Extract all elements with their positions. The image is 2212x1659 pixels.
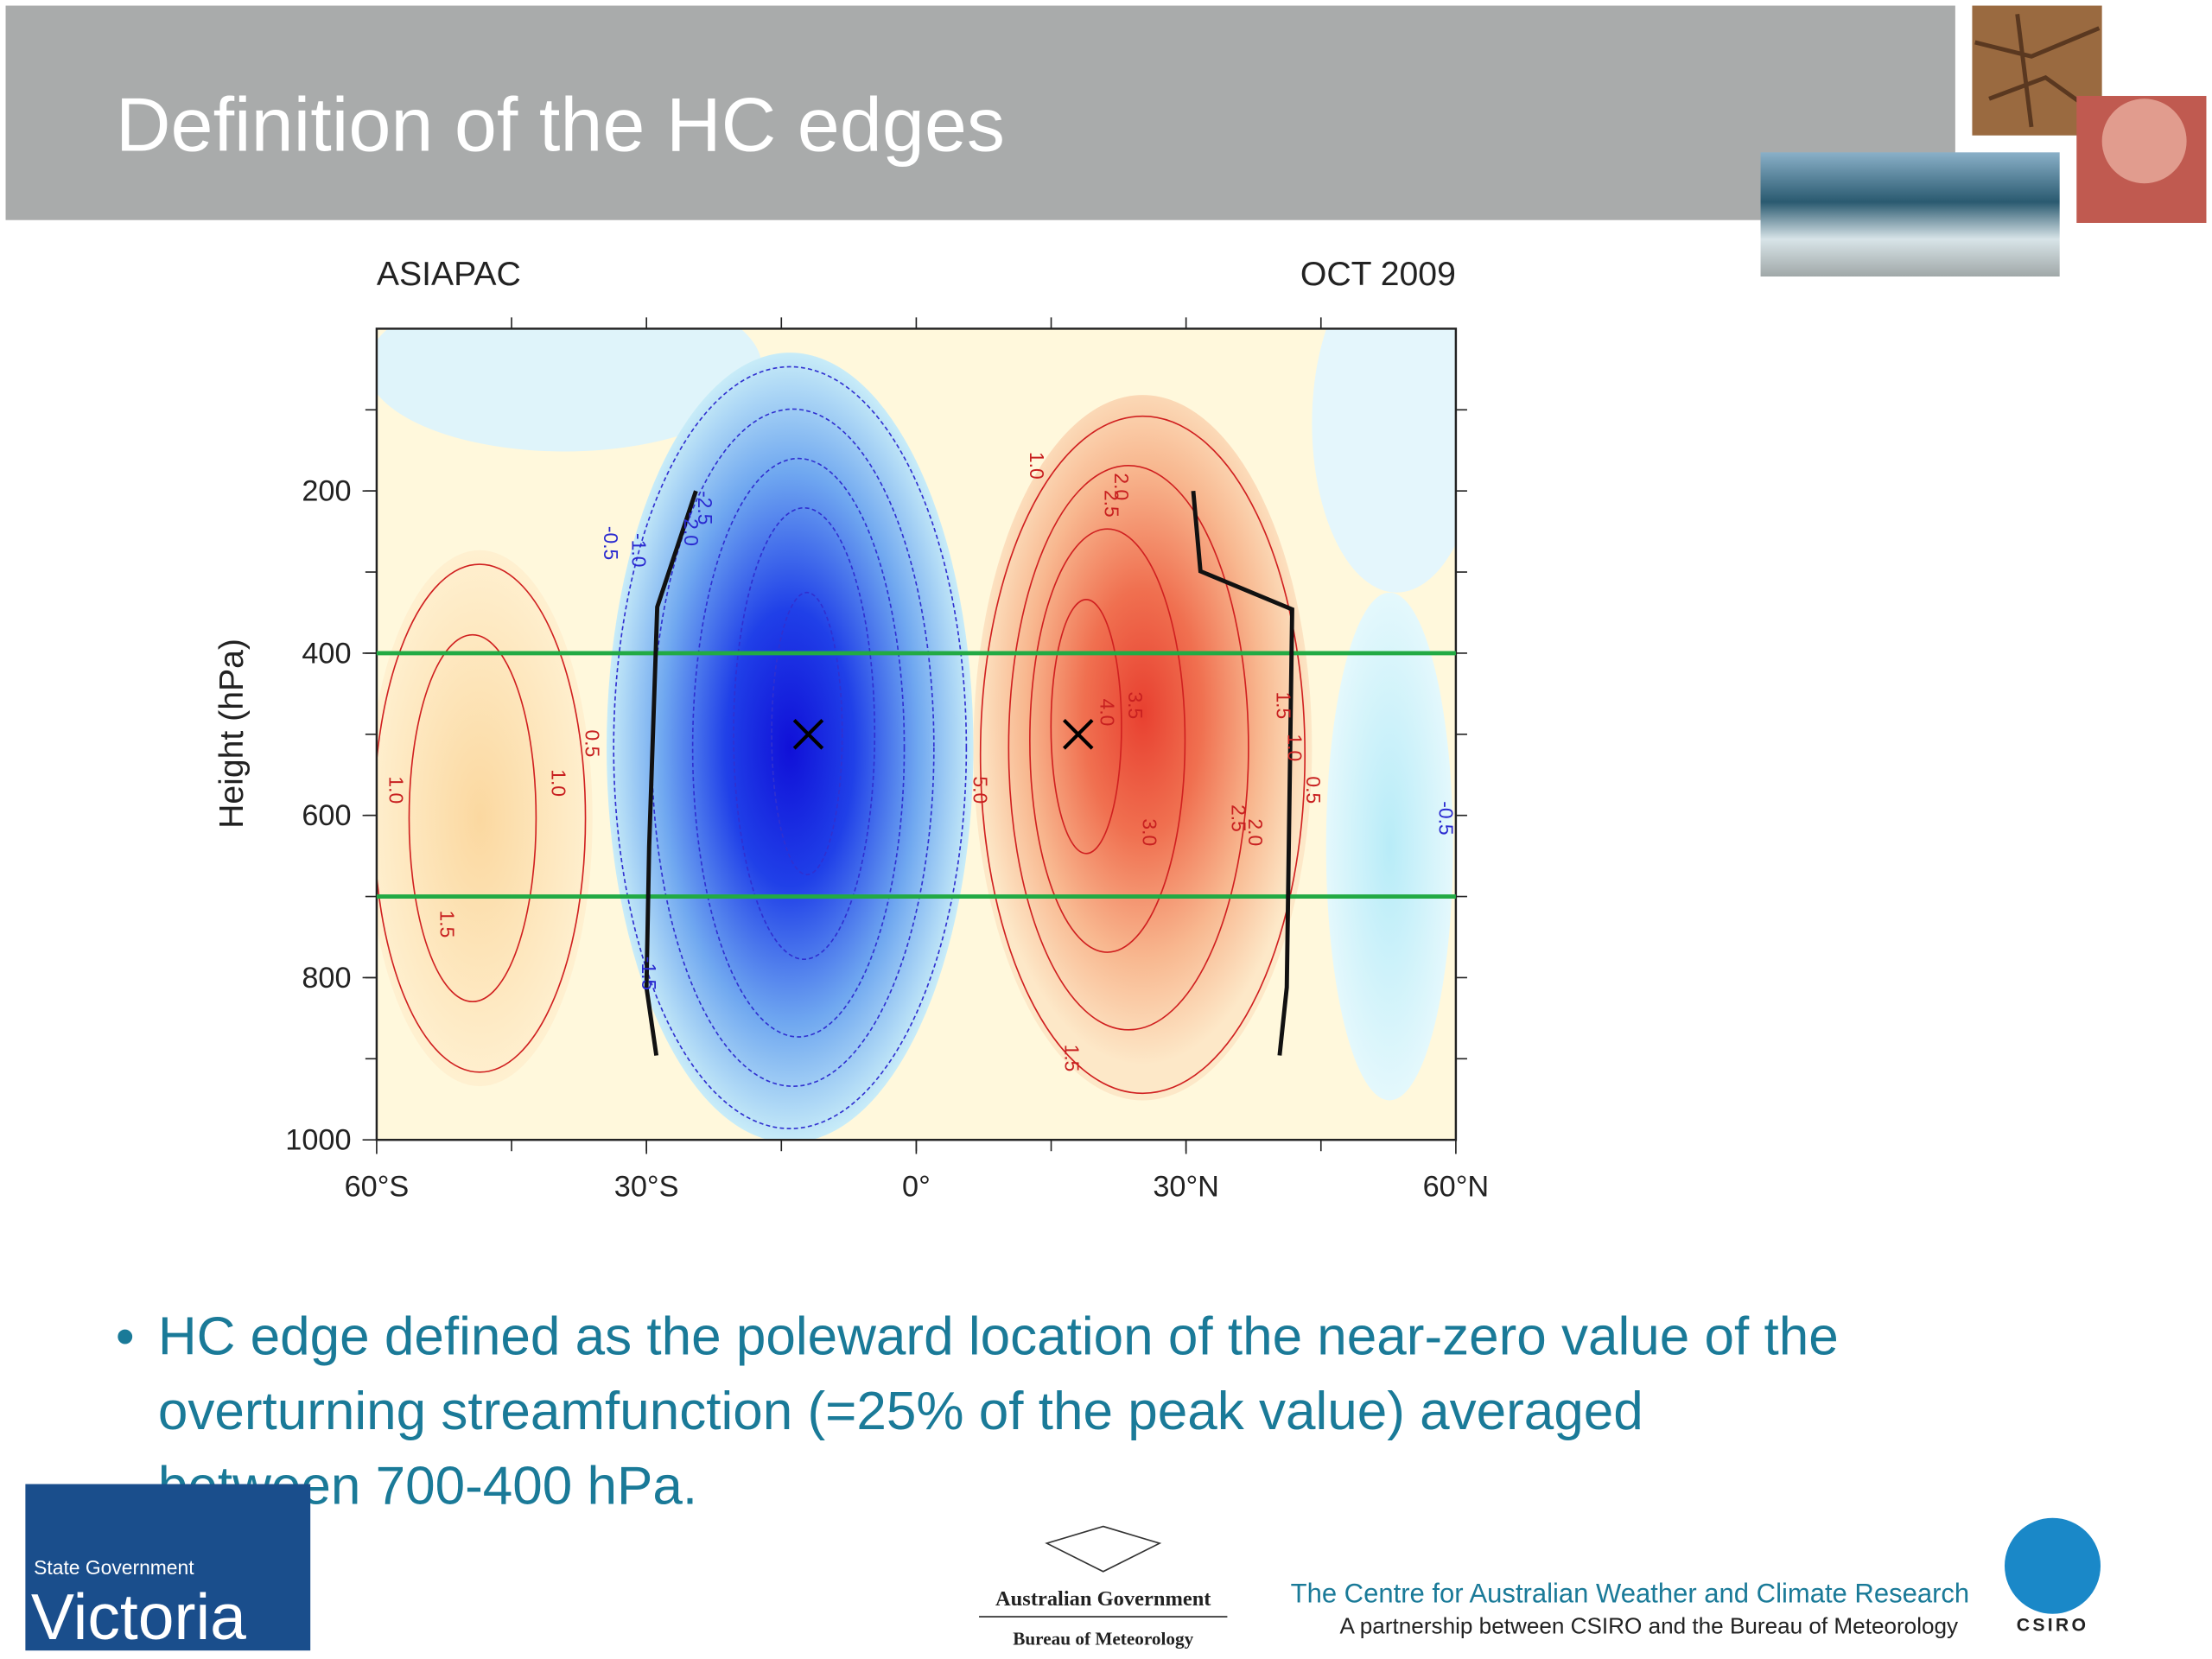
contour-label: 5.0 bbox=[969, 776, 992, 804]
contour-label: 1.0 bbox=[385, 776, 408, 804]
centre-text: The Centre for Australian Weather and Cl… bbox=[1291, 1579, 1970, 1609]
contour-label: 1.5 bbox=[1061, 1045, 1084, 1072]
bullet-text: HC edge defined as the poleward location… bbox=[158, 1306, 1839, 1516]
contour-fill bbox=[1312, 328, 1456, 593]
y-tick-label: 1000 bbox=[285, 1124, 351, 1157]
contour-fill bbox=[376, 550, 593, 1087]
gov-text: Australian Government bbox=[995, 1587, 1211, 1611]
x-tick-label: 60°N bbox=[1423, 1170, 1490, 1203]
partnership-text: A partnership between CSIRO and the Bure… bbox=[1340, 1613, 1959, 1639]
contour-label: 2.5 bbox=[1100, 490, 1122, 518]
contour-label: -1.0 bbox=[627, 533, 650, 567]
hc-edge bbox=[644, 490, 698, 1056]
bom-text: Bureau of Meteorology bbox=[1013, 1629, 1193, 1649]
chart-title-left: ASIAPAC bbox=[377, 256, 521, 293]
photo-sea bbox=[1760, 152, 2060, 276]
contour-fill bbox=[607, 353, 974, 1141]
contour-label: 4.0 bbox=[1096, 699, 1118, 727]
victoria-logo bbox=[25, 1484, 311, 1651]
contour-field bbox=[376, 328, 1456, 1141]
csiro-logo bbox=[2005, 1517, 2101, 1614]
bullet-line: HC edge defined as the poleward location… bbox=[158, 1306, 1839, 1366]
contour-label: 0.5 bbox=[582, 730, 604, 758]
y-tick-label: 800 bbox=[302, 962, 351, 995]
maximum-marker bbox=[1062, 719, 1094, 750]
y-axis-label: Height (hPa) bbox=[213, 639, 251, 829]
csiro-text: CSIRO bbox=[2017, 1615, 2089, 1635]
bullet-line: overturning streamfunction (=25% of the … bbox=[158, 1382, 1643, 1441]
bullet-dot: • bbox=[116, 1306, 135, 1366]
chart-title-right: OCT 2009 bbox=[1300, 256, 1456, 293]
hc-edge bbox=[1191, 490, 1294, 1056]
photo-detail bbox=[2101, 99, 2187, 184]
contour-label: 0.5 bbox=[1302, 776, 1325, 804]
contour-label: 3.0 bbox=[1138, 818, 1160, 846]
y-tick-label: 400 bbox=[302, 637, 351, 670]
x-tick-label: 30°N bbox=[1153, 1170, 1219, 1203]
contour-label: -2.5 bbox=[694, 491, 716, 524]
contour-label: -0.5 bbox=[600, 526, 622, 560]
x-tick-label: 30°S bbox=[614, 1170, 679, 1203]
contour-label: 1.0 bbox=[547, 769, 569, 797]
contour-label: 1.0 bbox=[1284, 734, 1306, 761]
y-tick-label: 200 bbox=[302, 475, 351, 508]
contour-label: -2.0 bbox=[680, 512, 702, 546]
contour-label: 1.0 bbox=[1026, 452, 1048, 480]
victoria-word: Victoria bbox=[31, 1580, 246, 1653]
slide-title: Definition of the HC edges bbox=[116, 82, 1005, 168]
maximum-marker bbox=[792, 719, 824, 750]
contour-label: -1.5 bbox=[638, 957, 660, 990]
contour-label: 2.0 bbox=[1110, 473, 1133, 500]
chart-marks: 60°S 30°S 0° 30°N 60°N 200 400 600 800 1000 1.0 1.5… bbox=[285, 317, 1489, 1203]
contour-fill bbox=[1325, 592, 1453, 1101]
contour-label: 2.5 bbox=[1227, 804, 1249, 832]
contour-label: 3.5 bbox=[1124, 691, 1147, 719]
contour-lines-negative bbox=[613, 365, 968, 1129]
contour-fill bbox=[376, 328, 762, 452]
crest bbox=[1045, 1525, 1162, 1573]
contour-fill bbox=[973, 395, 1313, 1101]
contour-label: 1.5 bbox=[435, 911, 458, 938]
x-tick-label: 60°S bbox=[345, 1170, 410, 1203]
contour-label: 2.0 bbox=[1244, 818, 1267, 846]
x-tick-label: 0° bbox=[902, 1170, 931, 1203]
y-tick-label: 600 bbox=[302, 799, 351, 832]
contour-label: 1.5 bbox=[1273, 691, 1295, 719]
contour-label: -0.5 bbox=[1434, 801, 1457, 835]
contour-lines-positive bbox=[376, 415, 1306, 1095]
header-bar bbox=[5, 5, 1955, 220]
victoria-small: State Government bbox=[34, 1556, 194, 1579]
